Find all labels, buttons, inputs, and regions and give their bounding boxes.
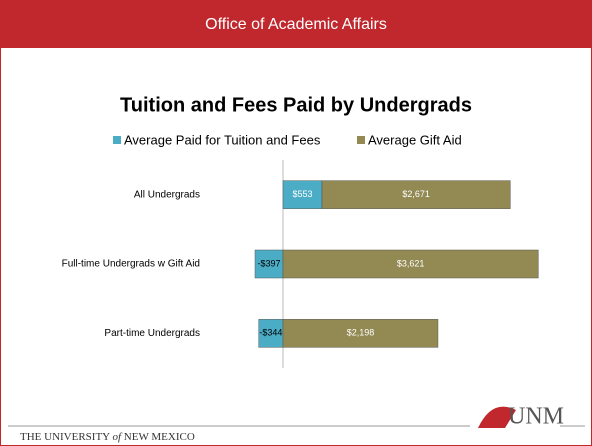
logo-shape bbox=[478, 406, 516, 428]
bar bbox=[282, 249, 539, 279]
bar bbox=[321, 180, 511, 209]
legend-label: Average Gift Aid bbox=[368, 132, 462, 147]
bar bbox=[258, 319, 284, 348]
value-label: $3,621 bbox=[397, 258, 425, 268]
footer-of: of bbox=[112, 431, 123, 443]
header-bar bbox=[0, 0, 592, 48]
footer-text: THE UNIVERSITY of NEW MEXICO bbox=[20, 431, 195, 443]
legend-swatch bbox=[113, 136, 121, 144]
value-label: $2,198 bbox=[347, 328, 375, 338]
header-title: Office of Academic Affairs bbox=[205, 16, 387, 33]
footer-right: NEW MEXICO bbox=[124, 431, 195, 443]
bar bbox=[282, 180, 323, 209]
value-label: $553 bbox=[292, 189, 312, 199]
bar bbox=[282, 319, 439, 348]
value-label: -$344 bbox=[259, 328, 282, 338]
category-label: All Undergrads bbox=[134, 189, 200, 200]
legend-swatch bbox=[357, 136, 365, 144]
category-label: Full-time Undergrads w Gift Aid bbox=[62, 259, 200, 270]
bar bbox=[254, 249, 284, 279]
logo-text: UNM bbox=[508, 404, 564, 430]
legend-label: Average Paid for Tuition and Fees bbox=[124, 132, 321, 147]
value-label: $2,671 bbox=[402, 189, 430, 199]
category-label: Part-time Undergrads bbox=[104, 328, 200, 339]
value-label: -$397 bbox=[257, 258, 280, 268]
chart-title: Tuition and Fees Paid by Undergrads bbox=[120, 94, 472, 116]
footer-left: THE UNIVERSITY bbox=[20, 431, 110, 443]
